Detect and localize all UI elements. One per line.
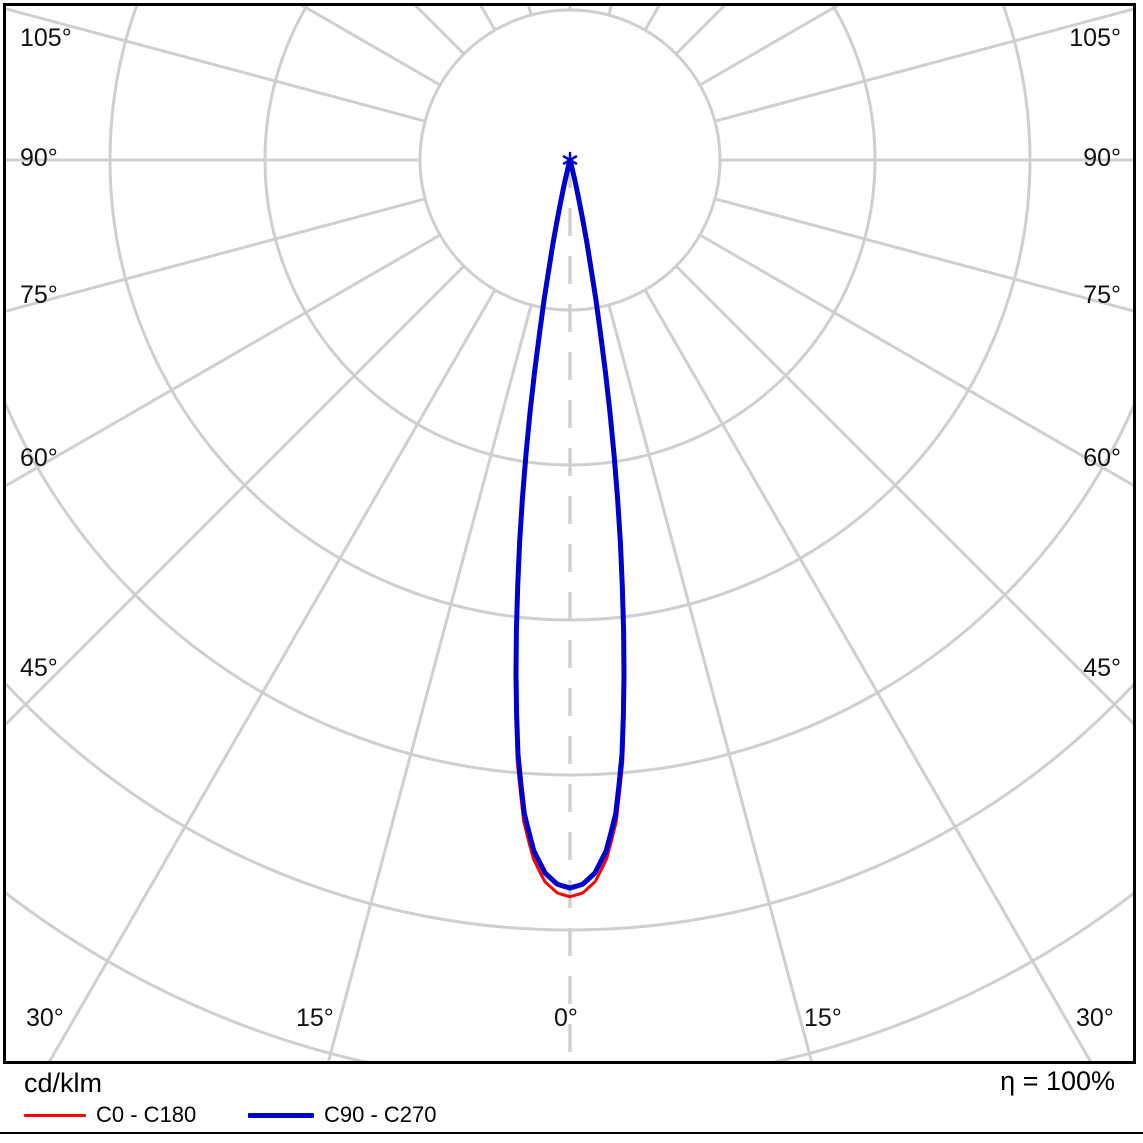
- legend-swatch-c90-c270: [248, 1113, 314, 1118]
- angle-label-right-60: 60°: [1083, 444, 1121, 472]
- efficiency-label: η = 100%: [1000, 1066, 1115, 1096]
- angle-label-bottom-30-right: 30°: [1076, 1004, 1114, 1032]
- angle-label-right-45: 45°: [1083, 654, 1121, 682]
- polar-plot-frame: [3, 3, 1136, 1064]
- footer-divider: [0, 1132, 1143, 1134]
- legend-label-c90-c270: C90 - C270: [324, 1102, 437, 1127]
- angle-label-bottom-15-left: 15°: [296, 1004, 334, 1032]
- angle-label-bottom-0: 0°: [554, 1004, 578, 1032]
- angle-label-right-90: 90°: [1083, 144, 1121, 172]
- angle-label-left-90: 90°: [20, 144, 58, 172]
- angle-label-left-60: 60°: [20, 444, 58, 472]
- legend-swatch-c0-c180: [24, 1114, 86, 1117]
- angle-label-left-75: 75°: [20, 281, 58, 309]
- angle-label-left-45: 45°: [20, 654, 58, 682]
- angle-label-bottom-15-right: 15°: [804, 1004, 842, 1032]
- units-label: cd/klm: [24, 1068, 103, 1098]
- polar-grid-and-curves: [6, 6, 1133, 1061]
- legend: C0 - C180 C90 - C270: [0, 1098, 1143, 1130]
- angle-label-bottom-30-left: 30°: [26, 1004, 64, 1032]
- angle-label-left-105: 105°: [20, 24, 72, 52]
- angle-label-right-75: 75°: [1083, 281, 1121, 309]
- legend-label-c0-c180: C0 - C180: [96, 1102, 197, 1127]
- angle-label-right-105: 105°: [1069, 24, 1121, 52]
